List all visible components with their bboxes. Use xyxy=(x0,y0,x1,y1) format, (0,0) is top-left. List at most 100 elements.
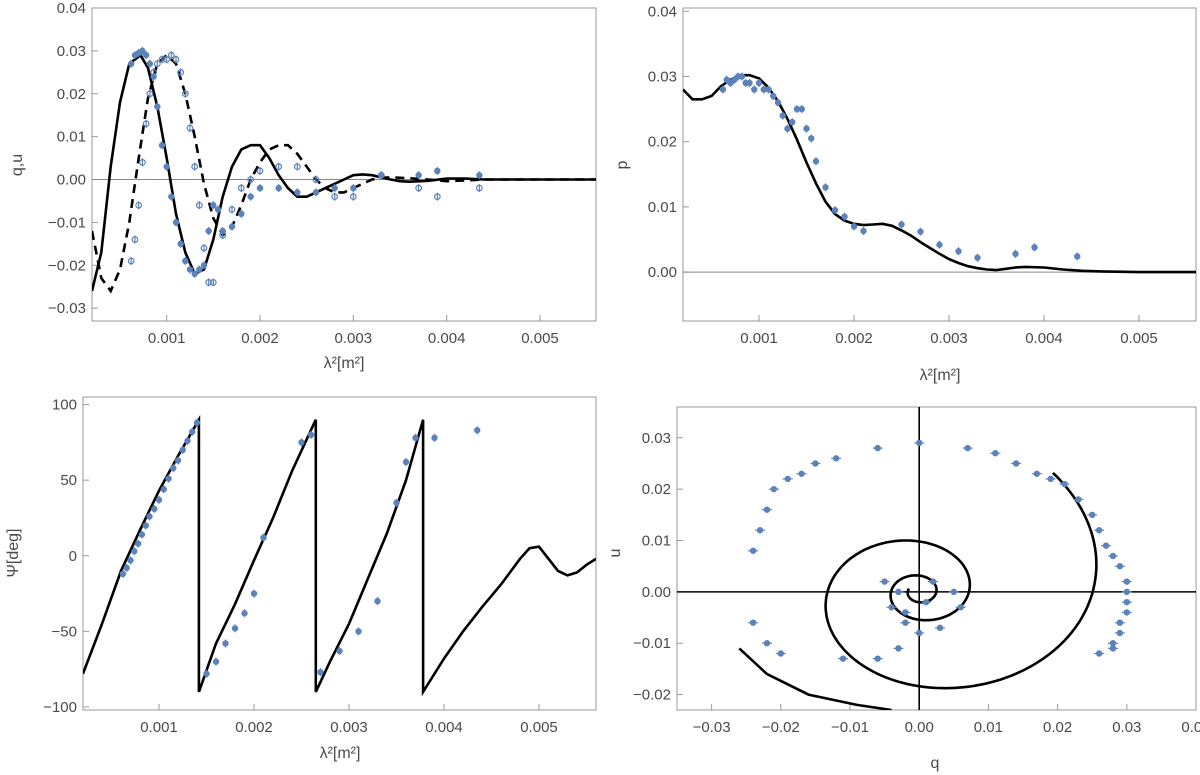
data-point xyxy=(1031,244,1038,251)
data-point xyxy=(349,193,357,201)
data-point xyxy=(974,254,981,261)
data-point xyxy=(1089,511,1096,519)
data-point xyxy=(336,647,343,655)
data-point xyxy=(138,531,146,538)
data-point xyxy=(770,92,777,100)
data-point xyxy=(331,193,339,201)
model-curve xyxy=(92,53,596,294)
y-tick-label: 0.02 xyxy=(57,86,86,103)
data-point xyxy=(850,223,858,230)
data-point xyxy=(433,193,441,201)
data-point xyxy=(150,68,158,76)
plot-area xyxy=(83,414,596,697)
data-point xyxy=(902,619,909,626)
data-point xyxy=(763,506,771,513)
data-point xyxy=(134,540,142,547)
y-axis-label: Ψ[deg] xyxy=(5,529,22,578)
x-tick-label: 0.003 xyxy=(930,330,968,347)
x-axis-label: λ²[m²] xyxy=(324,355,365,372)
data-point xyxy=(160,486,167,493)
data-point xyxy=(158,142,166,149)
data-point xyxy=(182,257,189,265)
data-point xyxy=(196,266,203,273)
x-tick-label: 0.002 xyxy=(241,330,279,347)
plot-area xyxy=(738,439,1132,710)
panel-qu: 0.001 0.002 0.003 0.004 0.005 −0.03 −0.02 −0.01… xyxy=(9,0,597,372)
x-tick-label: −0.03 xyxy=(693,719,731,736)
data-point xyxy=(746,79,753,87)
data-point xyxy=(751,86,758,93)
data-point xyxy=(760,86,767,93)
y-tick-label: 0.03 xyxy=(57,43,86,60)
data-point xyxy=(475,184,483,192)
data-point xyxy=(167,51,175,59)
y-tick-label: −0.02 xyxy=(633,687,671,704)
data-point xyxy=(195,201,203,209)
data-point xyxy=(957,604,964,611)
data-point xyxy=(228,206,236,213)
data-point xyxy=(131,236,139,243)
y-axis-label: q,u xyxy=(9,154,26,176)
data-point xyxy=(131,548,138,555)
data-point xyxy=(191,163,199,171)
data-point xyxy=(881,578,888,585)
y-tick-label: −100 xyxy=(43,699,77,716)
model-curve xyxy=(824,471,1098,690)
data-point xyxy=(955,248,962,255)
data-point xyxy=(755,79,763,87)
x-tick-label: 0.004 xyxy=(425,719,463,736)
data-point xyxy=(831,206,839,214)
data-point xyxy=(228,223,236,230)
data-point xyxy=(179,446,186,454)
x-tick-label: 0.003 xyxy=(335,330,373,347)
data-point xyxy=(415,184,423,192)
data-point xyxy=(916,629,923,637)
data-point xyxy=(803,125,810,132)
data-point xyxy=(916,439,923,447)
x-tick-label: 0.004 xyxy=(1025,330,1063,347)
data-point xyxy=(756,527,764,534)
data-point xyxy=(1033,470,1041,477)
data-point xyxy=(200,262,208,269)
data-point xyxy=(119,570,127,578)
data-point xyxy=(275,163,283,171)
data-point xyxy=(312,176,320,183)
data-point xyxy=(992,450,999,457)
data-point xyxy=(146,90,154,98)
panel-psi: 0.001 0.002 0.003 0.004 0.005 −100 −50 0 50 100 λ… xyxy=(5,396,597,762)
data-point xyxy=(212,658,220,665)
data-point xyxy=(155,496,163,504)
data-point xyxy=(822,184,829,191)
data-point xyxy=(238,210,245,218)
data-point xyxy=(237,184,245,192)
data-point xyxy=(163,163,170,170)
data-point xyxy=(1074,253,1081,260)
data-point xyxy=(142,522,149,529)
data-point xyxy=(231,625,239,632)
data-point xyxy=(139,47,146,55)
data-point xyxy=(1075,496,1082,503)
x-tick-label: 0.002 xyxy=(835,330,873,347)
data-point xyxy=(172,219,180,226)
data-point xyxy=(832,455,840,462)
data-point xyxy=(770,485,778,493)
data-point xyxy=(719,86,727,93)
data-point xyxy=(331,184,338,192)
data-point xyxy=(142,120,150,128)
data-point xyxy=(294,189,301,196)
data-point xyxy=(127,257,135,265)
data-point xyxy=(168,193,175,200)
x-tick-label: 0.005 xyxy=(521,330,559,347)
y-tick-label: 0.00 xyxy=(57,172,86,189)
data-point xyxy=(174,457,182,464)
data-point xyxy=(917,228,924,235)
data-point xyxy=(1047,475,1054,483)
data-point xyxy=(210,202,217,209)
data-point xyxy=(135,201,143,209)
y-tick-label: −50 xyxy=(52,623,77,640)
y-tick-label: 0.03 xyxy=(642,430,671,447)
data-point xyxy=(205,279,213,286)
data-point xyxy=(377,171,385,179)
data-point xyxy=(138,158,146,166)
data-point xyxy=(902,609,909,616)
